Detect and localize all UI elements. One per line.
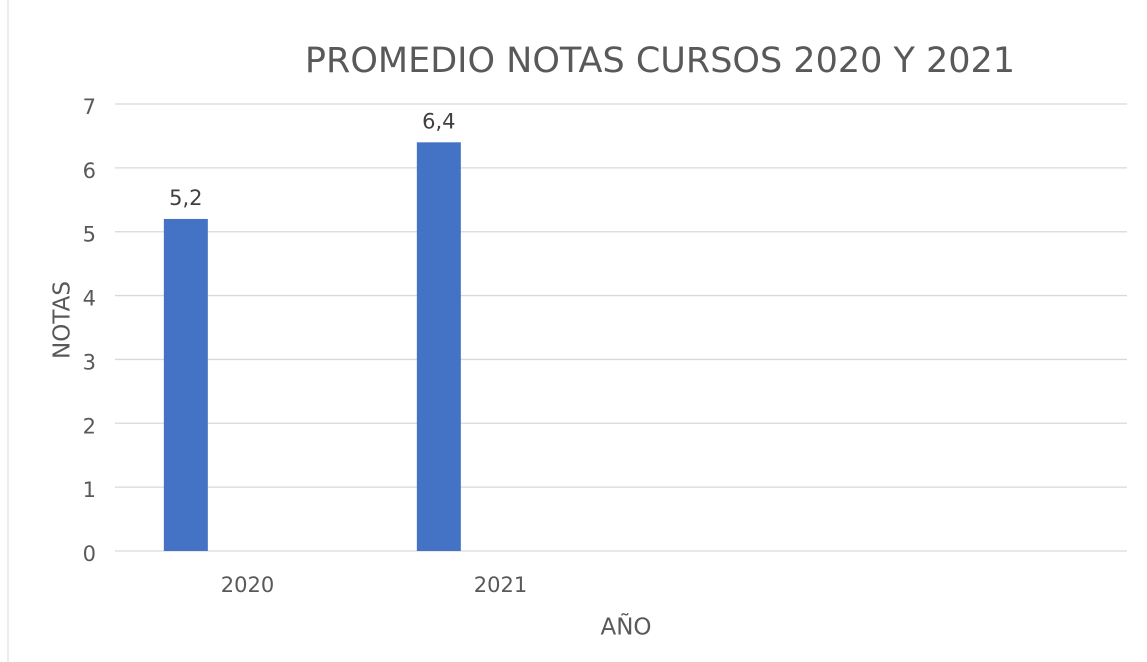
x-tick-label: 2021 [474,573,527,597]
y-tick-label: 5 [83,223,96,247]
value-label: 6,4 [422,109,455,133]
y-tick-label: 0 [83,542,96,566]
value-label: 5,2 [169,186,202,210]
bar [163,218,208,551]
x-tick-label: 2020 [221,573,274,597]
y-tick-label: 4 [83,287,96,311]
x-axis-label: AÑO [600,613,651,641]
chart-title: PROMEDIO NOTAS CURSOS 2020 Y 2021 [305,41,1015,81]
y-axis-label: NOTAS [50,281,76,359]
y-tick-label: 6 [83,159,96,183]
y-tick-label: 3 [83,350,96,374]
y-tick-label: 2 [83,414,96,438]
y-tick-label: 7 [83,95,96,119]
bar [416,142,461,552]
y-tick-label: 1 [83,478,96,502]
